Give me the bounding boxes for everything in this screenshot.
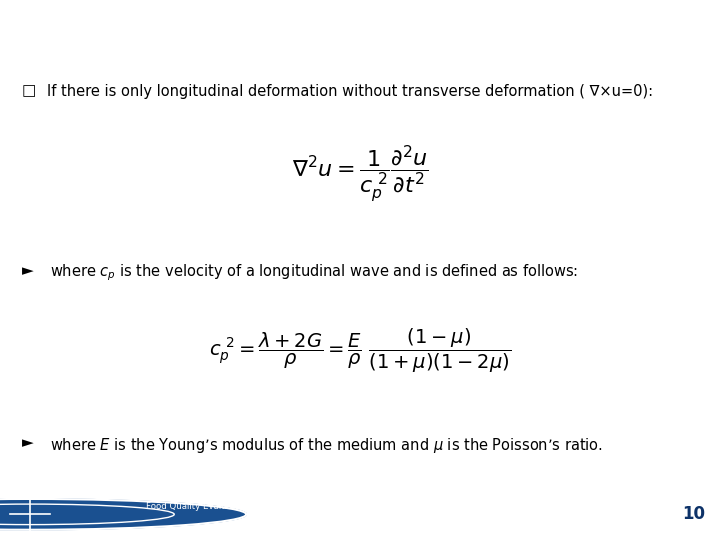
- Text: ►: ►: [22, 436, 33, 450]
- Text: Food Quality Evaluation Methods– Department of Biosystems Engineering – Universi: Food Quality Evaluation Methods– Departm…: [146, 502, 574, 511]
- Text: Principles: Propagation of ultrasound: Principles: Propagation of ultrasound: [13, 14, 392, 32]
- Text: $c_p^{\ 2} = \dfrac{\lambda + 2G}{\rho} = \dfrac{E}{\rho}\ \dfrac{(1-\mu)}{(1+\m: $c_p^{\ 2} = \dfrac{\lambda + 2G}{\rho} …: [209, 327, 511, 375]
- Text: 10: 10: [683, 505, 706, 523]
- Circle shape: [0, 499, 246, 530]
- Text: ►: ►: [22, 263, 33, 278]
- Circle shape: [464, 498, 720, 531]
- Text: $\nabla^2 u = \dfrac{1}{c_p^{\ 2}} \dfrac{\partial^2 u}{\partial t^2}$: $\nabla^2 u = \dfrac{1}{c_p^{\ 2}} \dfra…: [292, 143, 428, 205]
- Text: http://agri.uok.ac.ir/kmollazade: http://agri.uok.ac.ir/kmollazade: [293, 521, 427, 530]
- Text: □: □: [22, 84, 36, 98]
- Text: If there is only longitudinal deformation without transverse deformation ( ∇×u=0: If there is only longitudinal deformatio…: [47, 84, 653, 98]
- Text: where $E$ is the Young’s modulus of the medium and $\mu$ is the Poisson’s ratio.: where $E$ is the Young’s modulus of the …: [50, 436, 603, 455]
- Text: where $c_p$ is the velocity of a longitudinal wave and is defined as follows:: where $c_p$ is the velocity of a longitu…: [50, 263, 579, 284]
